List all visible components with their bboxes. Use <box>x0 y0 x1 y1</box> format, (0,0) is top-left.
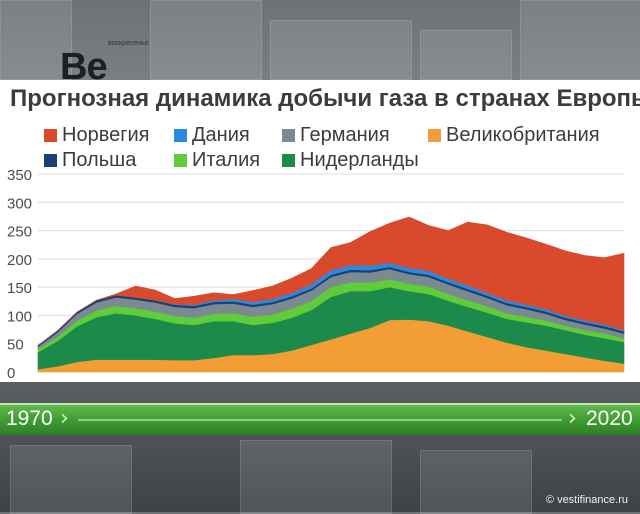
y-tick-label: 150 <box>7 280 32 297</box>
channel-logo-caption: воскресенье <box>108 40 149 47</box>
chart-plot: 0 50 100 150 200 250 300 350 <box>7 167 625 382</box>
timeline-end-year: 2020 <box>586 407 633 430</box>
y-tick-label: 0 <box>7 365 15 382</box>
background-panel <box>520 0 640 80</box>
timeline-track <box>78 419 562 421</box>
legend-item-poland: Польша <box>44 148 137 171</box>
legend-label: Германия <box>300 123 390 146</box>
chevron-right-icon: › <box>60 406 69 431</box>
legend-label: Дания <box>192 123 250 146</box>
legend-item-germany: Германия <box>282 123 390 146</box>
y-tick-label: 350 <box>7 167 32 184</box>
y-tick-label: 250 <box>7 224 32 241</box>
chart-title: Прогнозная динамика добычи газа в страна… <box>10 85 640 112</box>
legend-item-denmark: Дания <box>174 123 250 146</box>
legend-label: Великобритания <box>446 123 600 146</box>
background-panel <box>240 440 392 514</box>
chart-card: Прогнозная динамика добычи газа в страна… <box>0 80 640 382</box>
legend-swatch <box>282 128 295 142</box>
legend-item-italy: Италия <box>174 148 261 171</box>
background-panel <box>420 30 512 80</box>
y-tick-label: 300 <box>7 195 32 212</box>
y-tick-label: 200 <box>7 252 32 269</box>
legend-label: Норвегия <box>62 123 150 146</box>
legend-label: Польша <box>62 148 137 171</box>
legend-label: Нидерланды <box>300 148 419 171</box>
y-tick-label: 100 <box>7 308 32 325</box>
timeline-bar: 1970 › › 2020 <box>0 403 640 435</box>
watermark: © vestifinance.ru <box>545 494 628 506</box>
legend-swatch <box>44 128 57 142</box>
legend-item-netherlands: Нидерланды <box>282 148 419 171</box>
legend-label: Италия <box>192 148 261 171</box>
timeline-start-year: 1970 <box>6 407 53 430</box>
chevron-right-icon: › <box>568 406 577 431</box>
legend-swatch <box>428 128 441 142</box>
legend-swatch <box>174 128 187 142</box>
legend-swatch <box>282 153 295 167</box>
background-panel <box>10 445 132 514</box>
background-panel <box>0 0 72 80</box>
y-tick-label: 50 <box>7 337 24 354</box>
background-panel <box>420 450 532 514</box>
legend-swatch <box>174 153 187 167</box>
background-panel <box>270 20 412 80</box>
legend-item-uk: Великобритания <box>428 123 600 146</box>
background-panel <box>150 0 262 80</box>
legend-swatch <box>44 153 57 167</box>
area-series-Норвегия <box>37 216 625 346</box>
legend-item-norway: Норвегия <box>44 123 150 146</box>
